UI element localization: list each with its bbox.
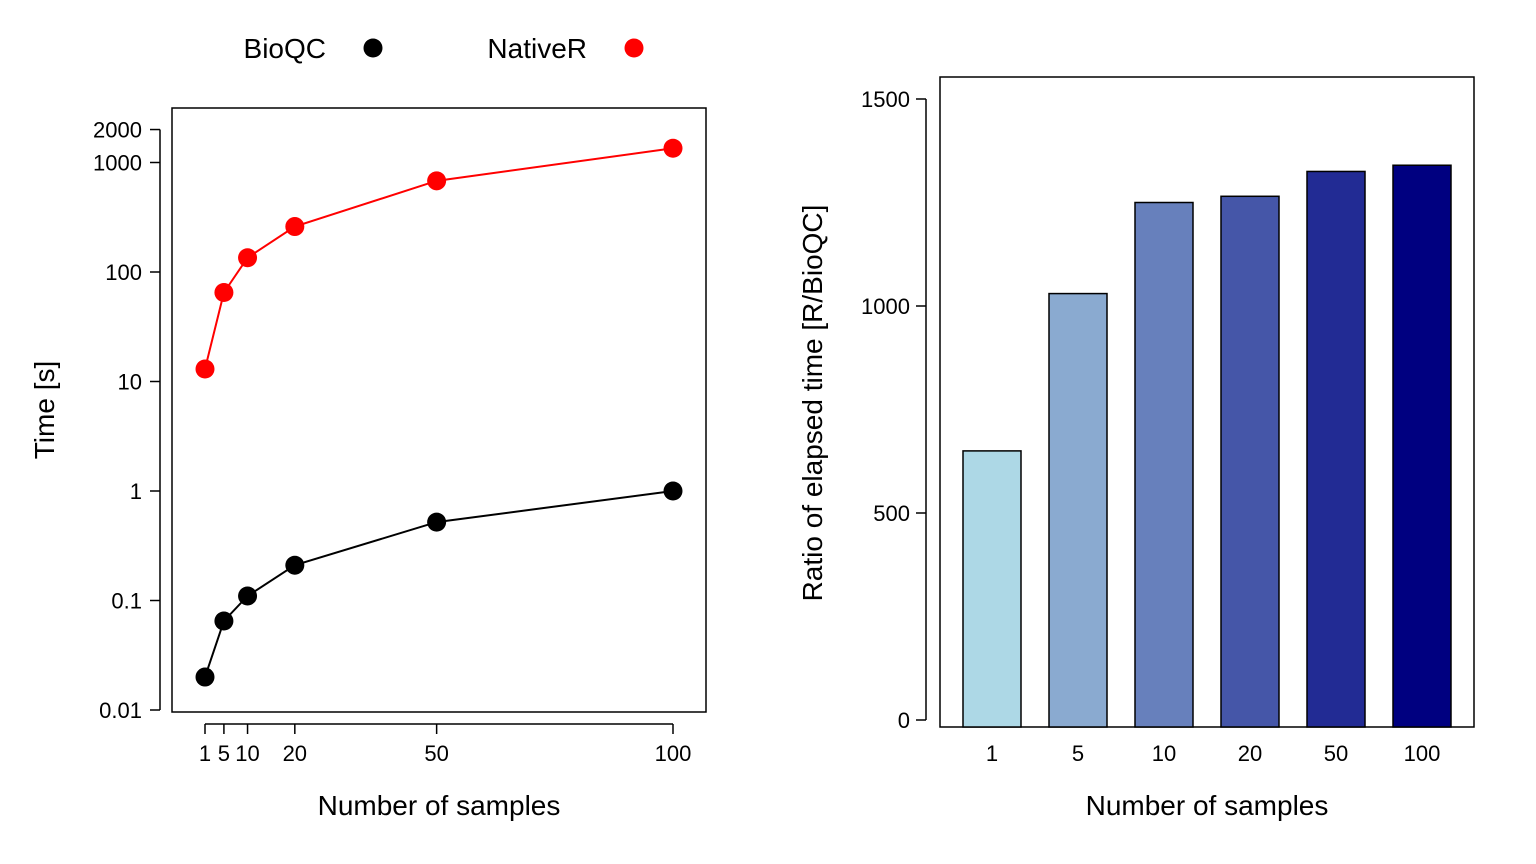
y-axis: 0 500 1000 1500 xyxy=(861,87,927,733)
x-tick-label: 1 xyxy=(199,741,211,766)
x-axis-title: Number of samples xyxy=(318,790,561,821)
data-point-bioqc xyxy=(663,481,683,501)
plot-frame xyxy=(171,107,707,713)
data-point-nativer xyxy=(663,138,683,158)
plot-frame xyxy=(939,76,1475,728)
x-tick-label: 20 xyxy=(1238,741,1262,766)
x-tick-label: 50 xyxy=(1324,741,1348,766)
legend-label-nativer: NativeR xyxy=(487,33,587,64)
bar-50 xyxy=(1306,170,1366,728)
x-axis: 1 5 10 20 50 100 xyxy=(986,741,1440,766)
legend-marker-nativer xyxy=(624,38,644,58)
data-point-bioqc xyxy=(427,512,447,532)
x-tick-label: 20 xyxy=(283,741,307,766)
series-line-bioqc xyxy=(204,490,674,678)
series-line-nativer xyxy=(204,147,674,370)
y-tick-label: 0.1 xyxy=(111,589,142,614)
data-point-bioqc xyxy=(214,611,234,631)
y-tick-label: 0 xyxy=(898,708,910,733)
data-point-nativer xyxy=(195,359,215,379)
x-axis-title: Number of samples xyxy=(1086,790,1329,821)
x-tick-label: 100 xyxy=(655,741,692,766)
y-tick-label: 10 xyxy=(118,370,142,395)
data-point-nativer xyxy=(214,282,234,302)
bar-5 xyxy=(1048,292,1108,728)
bar-1 xyxy=(962,450,1022,728)
series-group xyxy=(195,138,683,687)
ratio-bar-chart: 0 500 1000 1500 1 5 10 20 50 100 Number of sampl… xyxy=(797,76,1475,821)
y-axis-title: Time [s] xyxy=(29,361,60,460)
x-tick-label: 5 xyxy=(218,741,230,766)
data-point-bioqc xyxy=(285,555,305,575)
legend: BioQC NativeR xyxy=(244,33,644,64)
y-axis: 0.01 0.1 1 10 100 1000 2000 xyxy=(93,118,161,723)
bar-20 xyxy=(1220,195,1280,728)
x-tick-label: 10 xyxy=(1152,741,1176,766)
series-bioqc xyxy=(195,481,683,687)
legend-marker-bioqc xyxy=(363,38,383,58)
x-tick-label: 100 xyxy=(1404,741,1441,766)
y-tick-label: 1500 xyxy=(861,87,910,112)
y-tick-label: 1000 xyxy=(93,151,142,176)
y-tick-label: 1000 xyxy=(861,294,910,319)
x-tick-label: 5 xyxy=(1072,741,1084,766)
bars-group xyxy=(962,164,1452,728)
x-axis: 1 5 10 20 50 100 xyxy=(199,723,692,766)
data-point-nativer xyxy=(427,171,447,191)
bar-10 xyxy=(1134,201,1194,728)
x-tick-label: 50 xyxy=(424,741,448,766)
y-tick-label: 100 xyxy=(105,260,142,285)
x-tick-label: 1 xyxy=(986,741,998,766)
x-tick-label: 10 xyxy=(235,741,259,766)
data-point-bioqc xyxy=(238,586,258,606)
y-tick-label: 0.01 xyxy=(99,698,142,723)
y-tick-label: 500 xyxy=(873,501,910,526)
bar-100 xyxy=(1392,164,1452,728)
y-axis-title: Ratio of elapsed time [R/BioQC] xyxy=(797,205,828,602)
y-tick-label: 1 xyxy=(130,479,142,504)
data-point-bioqc xyxy=(195,667,215,687)
legend-label-bioqc: BioQC xyxy=(244,33,326,64)
series-nativer xyxy=(195,138,683,379)
y-tick-label: 2000 xyxy=(93,118,142,143)
data-point-nativer xyxy=(285,217,305,237)
data-point-nativer xyxy=(238,248,258,268)
